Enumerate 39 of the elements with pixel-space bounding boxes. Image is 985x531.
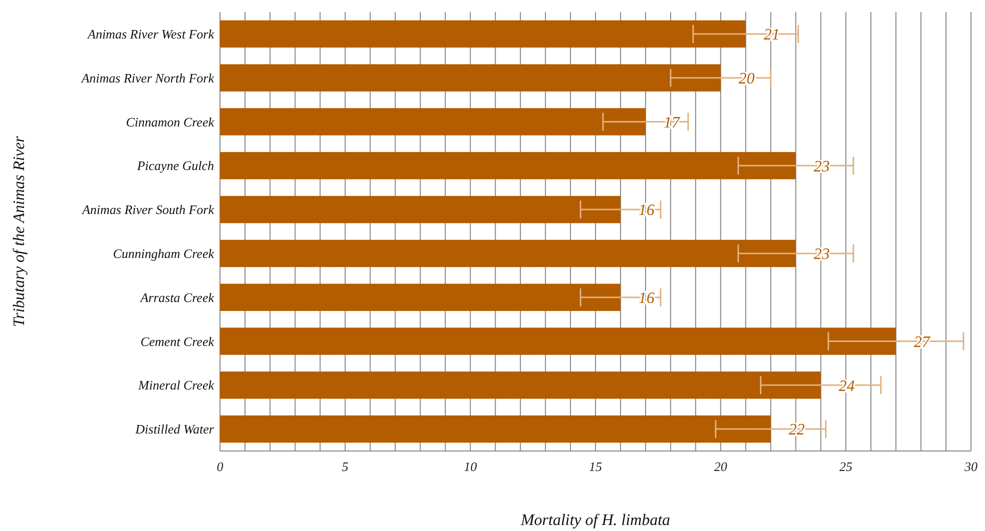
x-axis-title: Mortality of H. limbata <box>520 512 670 529</box>
y-tick-label: Arrasta Creek <box>139 290 214 305</box>
y-tick-label: Animas River West Fork <box>86 26 214 42</box>
y-tick-label: Cinnamon Creek <box>126 114 214 130</box>
y-tick-label: Mineral Creek <box>137 378 214 393</box>
bar <box>220 240 796 268</box>
bar <box>220 108 646 136</box>
y-tick-label: Cement Creek <box>140 334 214 349</box>
bar <box>220 372 821 399</box>
data-label: 22 <box>788 422 805 439</box>
x-tick-label: 10 <box>464 459 478 474</box>
data-label: 24 <box>838 378 855 395</box>
y-tick-label: Animas River South Fork <box>81 202 214 218</box>
y-tick-label: Animas River North Fork <box>80 70 214 86</box>
bar <box>220 328 896 355</box>
y-tick-label: Distilled Water <box>134 422 215 437</box>
y-tick-label: Picayne Gulch <box>136 158 214 174</box>
bar <box>220 415 771 443</box>
bar <box>220 152 796 180</box>
x-tick-label: 15 <box>589 459 602 474</box>
data-label: 17 <box>664 114 681 132</box>
bar <box>220 196 621 224</box>
data-label: 23 <box>814 158 830 176</box>
data-label: 27 <box>914 334 931 351</box>
bar <box>220 20 746 48</box>
y-tick-label: Cunningham Creek <box>113 246 214 261</box>
data-label: 23 <box>814 246 830 264</box>
x-tick-label: 20 <box>714 459 728 474</box>
bar <box>220 284 621 311</box>
x-tick-label: 0 <box>216 459 224 474</box>
data-label: 16 <box>638 290 655 307</box>
data-label: 20 <box>738 70 755 88</box>
x-tick-label: 25 <box>839 459 853 474</box>
y-axis-title: Tributary of the Animas River <box>11 135 28 327</box>
x-tick-label: 5 <box>342 459 349 474</box>
x-tick-label: 30 <box>964 459 978 474</box>
bar <box>220 64 721 92</box>
data-label: 21 <box>764 26 780 44</box>
data-label: 16 <box>638 202 655 220</box>
